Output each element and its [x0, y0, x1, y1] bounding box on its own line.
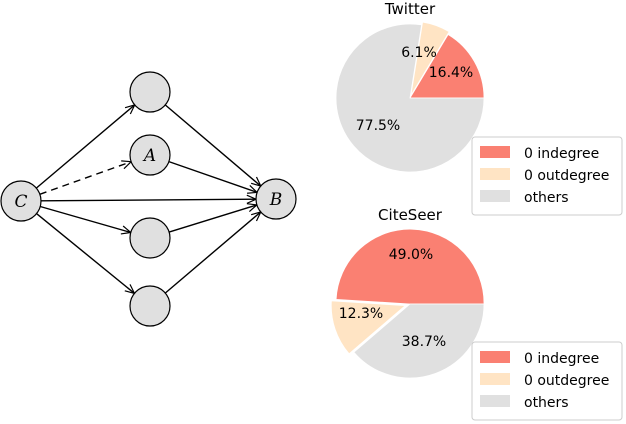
edge-n3-to-B: [168, 205, 257, 233]
pie-slice-others: [353, 303, 485, 379]
legend-entry: 0 outdegree: [524, 373, 609, 389]
pie-percent-labels: 16.4% 6.1% 77.5%: [356, 45, 473, 134]
pie-percent-label: 77.5%: [356, 118, 400, 134]
legend-entry: 0 outdegree: [524, 168, 609, 184]
node-n1: [129, 71, 171, 113]
pie-percent-label: 6.1%: [401, 45, 437, 61]
node-label-B: B: [269, 190, 283, 210]
edge-C-to-B: [40, 199, 256, 201]
pie-title: CiteSeer: [378, 206, 443, 224]
pie-slice-0-indegree: [335, 228, 485, 305]
legend-swatch: [480, 146, 510, 158]
node-A: [129, 134, 171, 176]
legend-swatch: [480, 351, 510, 363]
legend-swatch: [480, 395, 510, 407]
legend-swatch: [480, 373, 510, 385]
legend-entry: others: [524, 395, 569, 411]
node-C: [0, 180, 42, 222]
pie-slices: [330, 228, 485, 379]
pie-legend: 0 indegree 0 outdegree others: [471, 341, 623, 421]
legend-entry: 0 indegree: [524, 146, 599, 162]
legend-swatch: [480, 168, 510, 180]
pie-percent-label: 16.4%: [429, 65, 473, 81]
edge-C-to-A: [39, 162, 131, 195]
graph-edges: [35, 104, 261, 294]
edge-n1-to-B: [164, 104, 261, 186]
node-label-C: C: [14, 192, 27, 212]
legend-entry: 0 indegree: [524, 351, 599, 367]
edge-C-to-n4: [36, 213, 135, 294]
edge-C-to-n1: [35, 105, 134, 189]
directed-graph-diagram: C A B: [0, 71, 297, 327]
pie-slices: [335, 21, 485, 173]
node-B: [255, 178, 297, 220]
pie-slice-0-indegree: [409, 33, 485, 99]
citeseer-pie-chart: CiteSeer 49.0% 12.3% 38.7% 0 indegree 0 out…: [330, 206, 623, 421]
legend-swatch: [480, 190, 510, 202]
twitter-pie-chart: Twitter 16.4% 6.1% 77.5% 0 indegree 0 outde…: [335, 0, 623, 216]
pie-percent-label: 38.7%: [402, 334, 446, 350]
edge-A-to-B: [168, 160, 257, 193]
legend-entry: others: [524, 190, 569, 206]
pie-legend: 0 indegree 0 outdegree others: [471, 136, 623, 216]
pie-slice-0-outdegree: [410, 21, 450, 96]
pie-title: Twitter: [384, 0, 436, 18]
pie-slice-others: [335, 23, 485, 173]
pie-percent-label: 12.3%: [339, 306, 383, 322]
pie-percent-labels: 49.0% 12.3% 38.7%: [339, 247, 446, 350]
node-n3: [129, 217, 171, 259]
node-n4: [129, 285, 171, 327]
edge-n4-to-B: [164, 212, 261, 294]
graph-nodes: C A B: [0, 71, 297, 327]
pie-percent-label: 49.0%: [389, 247, 433, 263]
node-label-A: A: [142, 146, 156, 166]
pie-slice-0-outdegree: [330, 300, 407, 355]
edge-C-to-n3: [40, 205, 131, 233]
